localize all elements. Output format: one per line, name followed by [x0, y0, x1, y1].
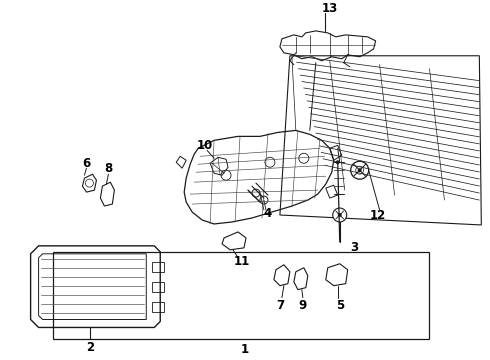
Circle shape	[252, 189, 260, 197]
Text: 12: 12	[369, 210, 386, 222]
Text: 7: 7	[276, 299, 284, 312]
Text: 6: 6	[82, 157, 91, 170]
Text: 9: 9	[299, 299, 307, 312]
Bar	[52, 252, 429, 339]
Text: 10: 10	[197, 139, 213, 152]
Circle shape	[351, 161, 368, 179]
Text: 11: 11	[234, 255, 250, 268]
Circle shape	[265, 157, 275, 167]
Circle shape	[356, 166, 364, 174]
Circle shape	[221, 170, 231, 180]
Circle shape	[85, 179, 94, 187]
Circle shape	[260, 196, 268, 204]
Circle shape	[333, 208, 347, 222]
Text: 3: 3	[351, 241, 359, 255]
Text: 4: 4	[264, 207, 272, 220]
Text: 8: 8	[104, 162, 113, 175]
Text: 2: 2	[86, 341, 95, 354]
Circle shape	[336, 160, 340, 164]
Circle shape	[338, 213, 342, 217]
Text: 1: 1	[241, 343, 249, 356]
Circle shape	[299, 153, 309, 163]
Circle shape	[358, 168, 362, 172]
Text: 5: 5	[336, 299, 344, 312]
Text: 13: 13	[321, 3, 338, 15]
